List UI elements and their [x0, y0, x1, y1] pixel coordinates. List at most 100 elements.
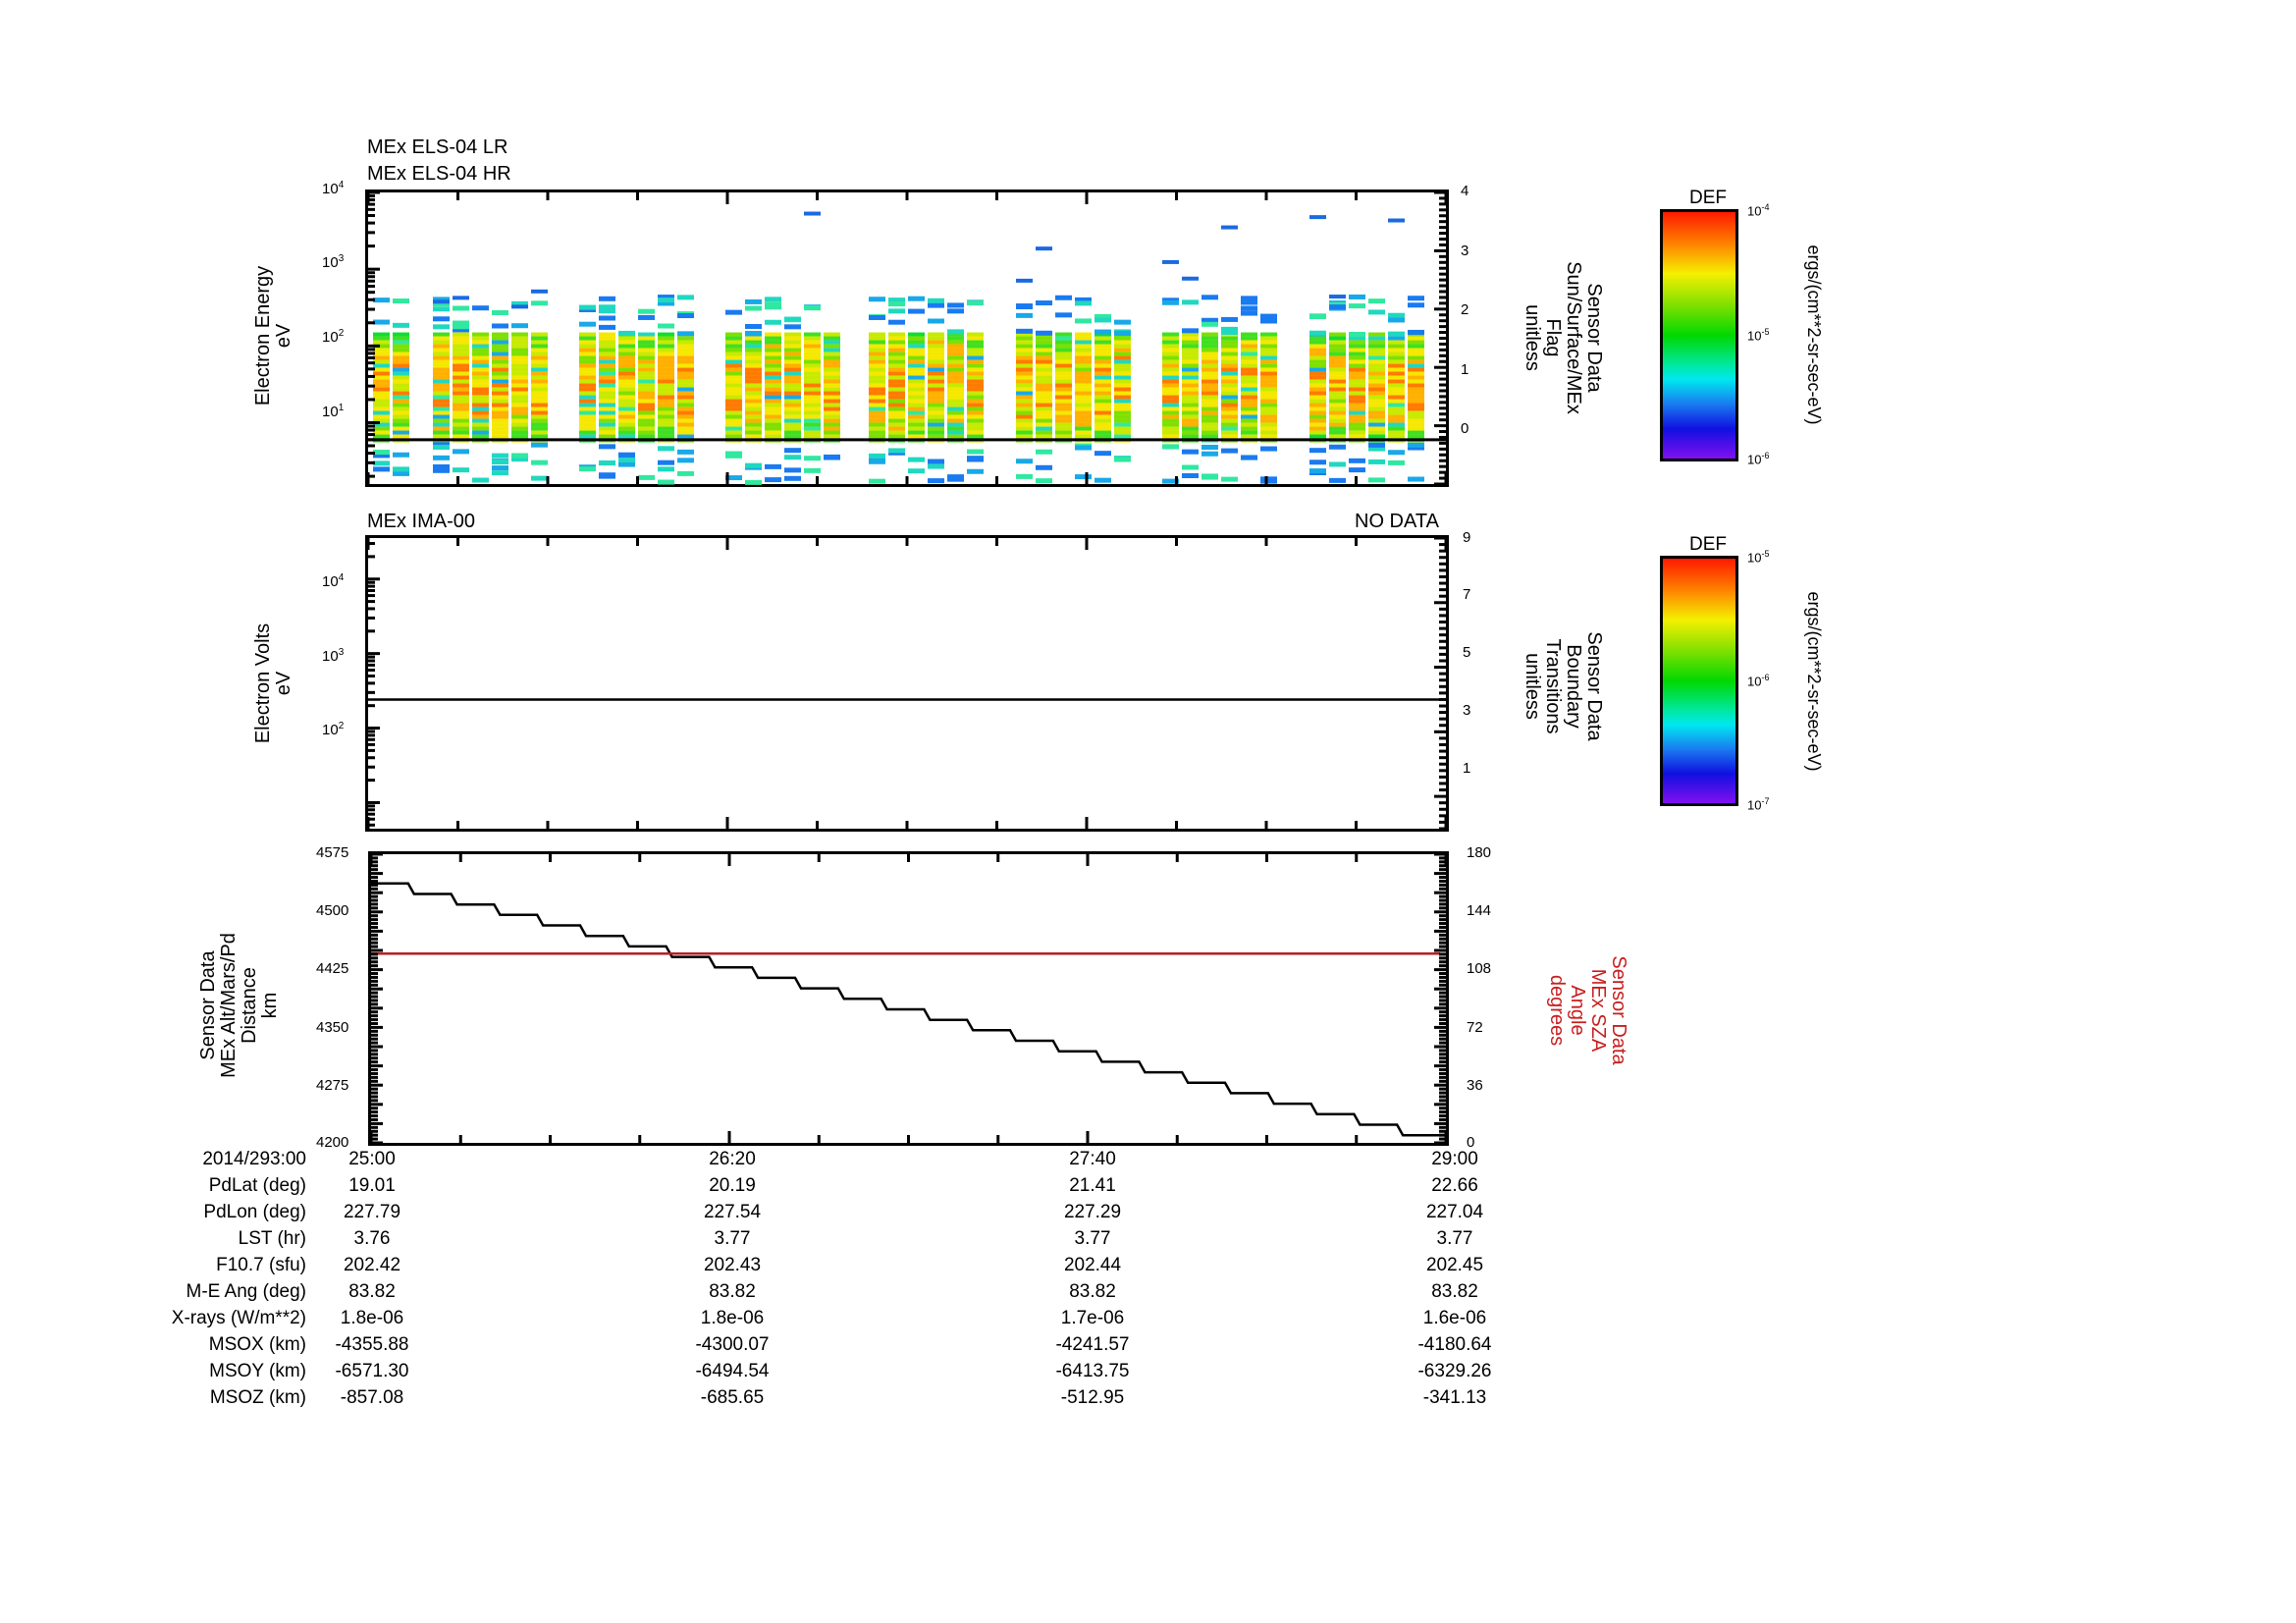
- ephemeris-value: 21.41: [1069, 1175, 1116, 1196]
- ephemeris-label: MSOX (km): [208, 1334, 306, 1355]
- panel1-ylabel: Electron Energy eV: [252, 265, 294, 406]
- colorbar2-units: ergs/(cm**2-sr-sec-eV): [1804, 591, 1824, 772]
- ephemeris-value: 202.44: [1063, 1255, 1122, 1275]
- ephemeris-label: F10.7 (sfu): [216, 1255, 306, 1275]
- colorbar1-max: 10-4: [1747, 202, 1770, 219]
- ephemeris-value: 202.42: [343, 1255, 401, 1275]
- ephemeris-value: 1.8e-06: [340, 1308, 404, 1328]
- panel3-ytick-4425: 4425: [316, 960, 349, 977]
- ephemeris-value: 83.82: [709, 1281, 756, 1302]
- panel1-y2tick-4: 4: [1461, 183, 1469, 199]
- ephemeris-value: -6329.26: [1417, 1361, 1492, 1381]
- panel2-y2label: Sensor Data Boundary Transitions unitles…: [1522, 631, 1605, 741]
- panel3-y2tick-144: 144: [1467, 902, 1492, 919]
- panel2-y2tick-5: 5: [1463, 644, 1471, 661]
- els-spectrogram: [366, 190, 1448, 486]
- panel1-ytick-1e4: 104: [322, 180, 345, 197]
- ephemeris-value: 83.82: [1069, 1281, 1116, 1302]
- panel1-title-hr: MEx ELS-04 HR: [367, 163, 511, 185]
- ephemeris-value: 27:40: [1069, 1149, 1116, 1169]
- colorbar1-mid: 10-5: [1747, 327, 1770, 344]
- colorbar1-title: DEF: [1689, 188, 1727, 208]
- panel1-y2tick-3: 3: [1461, 243, 1469, 259]
- colorbar1-min: 10-6: [1747, 451, 1770, 467]
- ephemeris-value: 3.77: [1436, 1228, 1473, 1249]
- ephemeris-value: 227.54: [703, 1202, 762, 1222]
- colorbar2-min: 10-7: [1747, 796, 1770, 813]
- ephemeris-label: MSOZ (km): [209, 1387, 306, 1408]
- panel3-ylabel: Sensor Data MEx Alt/Mars/Pd Distance km: [197, 933, 281, 1078]
- ephemeris-value: 3.76: [353, 1228, 391, 1249]
- panel2-no-data: NO DATA: [1355, 511, 1439, 532]
- panel2-y2tick-1: 1: [1463, 760, 1471, 777]
- panel1-ytick-1e3: 103: [322, 253, 345, 271]
- panel3-ytick-4575: 4575: [316, 844, 349, 861]
- panel2-y2tick-3: 3: [1463, 702, 1471, 719]
- ephemeris-value: 83.82: [348, 1281, 396, 1302]
- panel3-ytick-4500: 4500: [316, 902, 349, 919]
- colorbar2-title: DEF: [1689, 534, 1727, 555]
- ephemeris-value: 20.19: [709, 1175, 756, 1196]
- ephemeris-value: -4241.57: [1055, 1334, 1130, 1355]
- ephemeris-value: 1.8e-06: [700, 1308, 765, 1328]
- ephemeris-label: M-E Ang (deg): [186, 1281, 307, 1302]
- ephemeris-value: -512.95: [1060, 1387, 1125, 1408]
- colorbar2-mid: 10-6: [1747, 673, 1770, 689]
- panel3-plot-area: [368, 851, 1449, 1146]
- ephemeris-label: PdLon (deg): [203, 1202, 306, 1222]
- ephemeris-value: -4180.64: [1417, 1334, 1492, 1355]
- ephemeris-label: PdLat (deg): [208, 1175, 306, 1196]
- ephemeris-label: 2014/293:00: [202, 1149, 306, 1169]
- panel3-ytick-4200: 4200: [316, 1134, 349, 1151]
- panel2-ylabel: Electron Volts eV: [252, 622, 294, 744]
- colorbar1: [1660, 209, 1738, 461]
- panel2-ytick-1e4: 104: [322, 572, 345, 590]
- colorbar1-units: ergs/(cm**2-sr-sec-eV): [1804, 244, 1824, 425]
- panel2-title: MEx IMA-00: [367, 511, 476, 532]
- ephemeris-value: -4355.88: [335, 1334, 409, 1355]
- panel1-y2tick-0: 0: [1461, 420, 1469, 437]
- ephemeris-label: MSOY (km): [209, 1361, 306, 1381]
- ephemeris-label: LST (hr): [238, 1228, 306, 1249]
- colorbar2-max: 10-5: [1747, 549, 1770, 566]
- ephemeris-value: -6571.30: [335, 1361, 409, 1381]
- panel3-y2label: Sensor Data MEx SZA Angle degrees: [1546, 955, 1629, 1065]
- ephemeris-value: 202.43: [703, 1255, 762, 1275]
- ephemeris-value: -6494.54: [695, 1361, 770, 1381]
- panel1-y2label: Sensor Data Sun/Surface/MEx Flag unitles…: [1522, 261, 1605, 414]
- ephemeris-value: 83.82: [1431, 1281, 1478, 1302]
- ephemeris-value: 22.66: [1431, 1175, 1478, 1196]
- ephemeris-label: X-rays (W/m**2): [171, 1308, 306, 1328]
- panel2-ytick-1e2: 102: [322, 721, 345, 738]
- panel3-y2tick-180: 180: [1467, 844, 1492, 861]
- ephemeris-value: 25:00: [348, 1149, 396, 1169]
- ephemeris-value: 227.79: [343, 1202, 401, 1222]
- ephemeris-value: 1.6e-06: [1422, 1308, 1487, 1328]
- distance-sza-plot: [369, 852, 1448, 1145]
- panel1-y2tick-2: 2: [1461, 301, 1469, 318]
- colorbar2: [1660, 556, 1738, 806]
- ephemeris-value: -341.13: [1422, 1387, 1487, 1408]
- panel3-y2tick-72: 72: [1467, 1019, 1483, 1036]
- panel3-y2tick-108: 108: [1467, 960, 1492, 977]
- panel3-y2tick-36: 36: [1467, 1077, 1483, 1094]
- ephemeris-value: 227.04: [1425, 1202, 1484, 1222]
- ephemeris-value: 202.45: [1425, 1255, 1484, 1275]
- panel1-ytick-1e2: 102: [322, 328, 345, 346]
- ephemeris-value: -6413.75: [1055, 1361, 1130, 1381]
- ima-plot: [366, 536, 1448, 831]
- ephemeris-value: -685.65: [700, 1387, 765, 1408]
- panel3-ytick-4275: 4275: [316, 1077, 349, 1094]
- panel2-y2tick-9: 9: [1463, 529, 1471, 546]
- panel2-plot-area: [365, 535, 1449, 832]
- ephemeris-value: 3.77: [1074, 1228, 1111, 1249]
- panel1-plot-area: [365, 189, 1449, 487]
- ephemeris-value: -4300.07: [695, 1334, 770, 1355]
- ephemeris-value: 26:20: [709, 1149, 756, 1169]
- panel1-ytick-1e1: 101: [322, 403, 345, 420]
- ephemeris-value: 227.29: [1063, 1202, 1122, 1222]
- ephemeris-value: 1.7e-06: [1060, 1308, 1125, 1328]
- panel1-title-lr: MEx ELS-04 LR: [367, 136, 508, 158]
- ephemeris-value: 3.77: [714, 1228, 751, 1249]
- ephemeris-value: 19.01: [348, 1175, 396, 1196]
